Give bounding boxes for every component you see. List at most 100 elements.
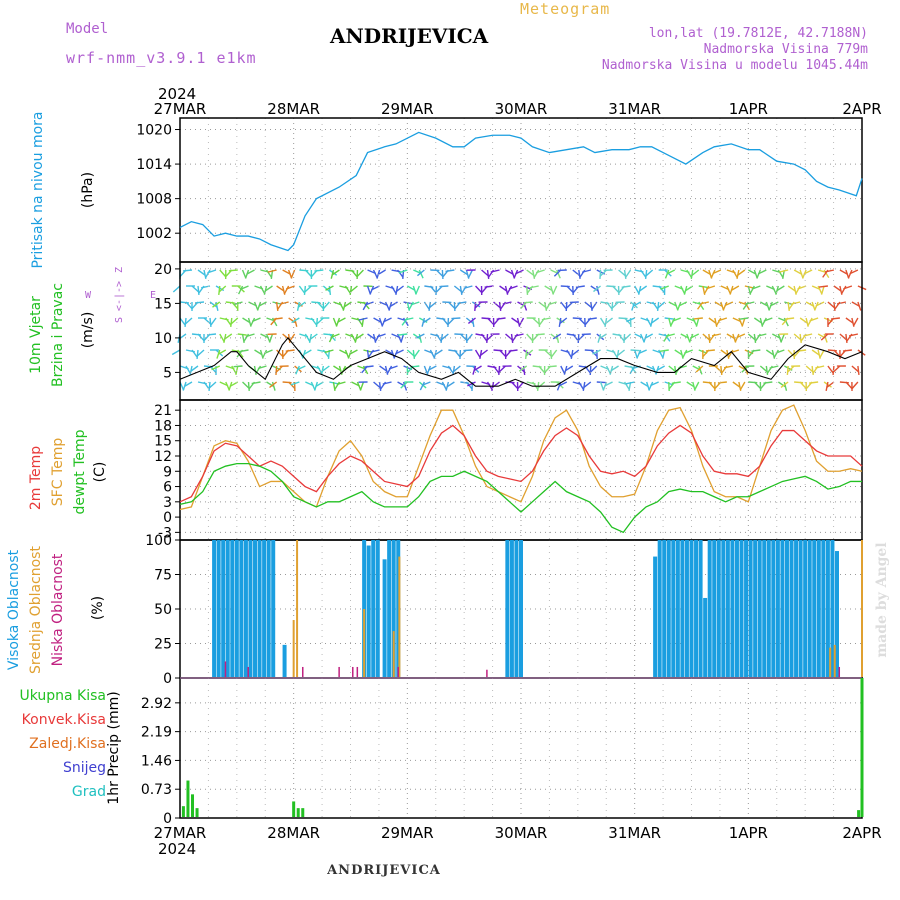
precip-legend-4: Grad (72, 784, 106, 800)
wind-barb (343, 301, 352, 308)
xtick-label-top: 29MAR (381, 100, 434, 118)
wind-barb (749, 285, 755, 295)
wind-barb (849, 269, 859, 275)
wind-barb (699, 301, 710, 305)
bar-3-0 (803, 540, 808, 677)
wind-barb (242, 381, 250, 389)
wind-barb (290, 269, 296, 279)
wind-barb (333, 365, 342, 372)
wind-barb (379, 365, 388, 372)
wind-barb (447, 365, 454, 374)
bar-3-0 (671, 540, 676, 677)
ytick-label: 6 (163, 480, 172, 496)
compass-e: E (150, 290, 156, 301)
wind-barb (325, 285, 334, 291)
bar-3-0 (721, 540, 726, 677)
wind-barb (857, 301, 862, 311)
bar-4-0 (296, 808, 300, 817)
wind-barb (682, 349, 688, 359)
wind-barb (315, 317, 319, 328)
wind-barb (632, 301, 642, 308)
bar-3-0 (684, 540, 689, 677)
bar-3-0 (382, 559, 387, 677)
year-bottom: 2024 (158, 840, 196, 858)
wind-barb (717, 381, 727, 384)
bar-4-0 (191, 794, 195, 817)
wind-barb (473, 365, 482, 372)
panel-4: 0 0.73 1.46 2.19 2.92 (141, 677, 863, 827)
wind-barb (599, 269, 608, 277)
bar-3-0 (262, 540, 267, 677)
wind-barb (703, 285, 710, 295)
wind-barb (233, 365, 243, 368)
wind-barb (285, 285, 295, 290)
wind-barb (753, 333, 757, 344)
wind-barb (518, 317, 525, 327)
model-label: Model (66, 21, 108, 37)
wind-barb (698, 365, 703, 375)
bar-3-0 (798, 540, 803, 677)
wind-barb (191, 285, 200, 293)
wind-barb (660, 285, 670, 290)
wind-barb (670, 317, 676, 327)
ytick-label: 9 (163, 464, 172, 480)
wind-barb (757, 333, 767, 337)
wind-barb (581, 269, 591, 273)
wind-barb (421, 381, 431, 386)
bar-3-0 (519, 540, 523, 677)
wind-barb (558, 381, 568, 387)
wind-barb (371, 285, 380, 291)
wind-barb (179, 317, 186, 326)
wind-barb (819, 349, 825, 359)
wind-barb (826, 381, 835, 388)
wind-barb (185, 365, 192, 375)
wind-barb (298, 285, 306, 294)
wind-barb (384, 301, 391, 311)
wind-barb (210, 317, 217, 326)
bar-3-0 (816, 540, 821, 677)
wind-barb (453, 349, 461, 358)
wind-barb (184, 317, 187, 328)
wind-barb (541, 317, 551, 321)
wind-barb (775, 349, 785, 354)
wind-barb (711, 333, 722, 337)
ytick-label: 0 (163, 811, 172, 827)
wind-barb (190, 365, 199, 372)
wind-barb (695, 317, 700, 327)
bar-3-0 (753, 540, 758, 677)
xtick-label-bottom: 28MAR (267, 824, 320, 842)
wind-barb (350, 285, 358, 293)
compass-arrows: <-|-> (114, 281, 125, 311)
wind-barb (251, 381, 261, 385)
wind-barb (355, 333, 364, 340)
wind-barb (545, 301, 552, 311)
wind-barb (753, 381, 762, 389)
wind-barb (526, 269, 535, 276)
bar-3-1 (398, 556, 401, 677)
wind-barb (751, 285, 761, 290)
wind-barb (441, 381, 448, 391)
wind-barb (587, 317, 597, 321)
wind-barb (779, 269, 789, 273)
wind-barb (370, 349, 380, 353)
wind-barb (452, 365, 461, 373)
wind-barb (799, 333, 802, 344)
wind-barb (611, 301, 620, 309)
bar-3-0 (248, 540, 253, 677)
wind-barb (617, 349, 625, 357)
bar-3-0 (266, 540, 271, 677)
wind-barb (453, 301, 456, 312)
bar-3-0 (680, 540, 685, 677)
wind-barb (408, 301, 414, 311)
bar-3-0 (789, 540, 794, 677)
wind-barb (582, 381, 586, 391)
wind-barb (686, 381, 695, 388)
bar-3-2 (224, 661, 227, 677)
wind-barb (708, 381, 716, 390)
bar-3-1 (861, 540, 863, 677)
wind-barb (218, 285, 221, 296)
wind-barb (316, 317, 324, 325)
wind-barb (219, 333, 225, 343)
wind-barb (560, 285, 570, 288)
wind-barb (493, 349, 503, 352)
